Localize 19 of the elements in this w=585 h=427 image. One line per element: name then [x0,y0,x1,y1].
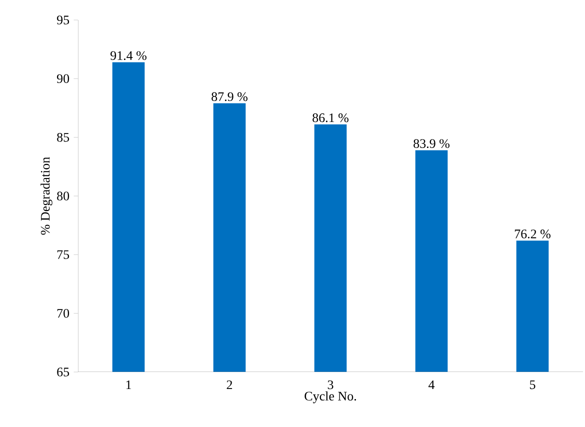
y-tick-label: 80 [57,192,70,200]
data-label: 83.9 % [414,139,450,148]
data-label: 91.4 % [110,51,146,60]
x-axis-title: Cycle No. [304,391,356,404]
y-tick-label: 90 [56,74,70,84]
y-axis-title: % Degradation [40,157,52,235]
data-label: 86.1 % [312,113,348,122]
x-tick-label: 1 [126,380,131,390]
y-tick-label: 70 [57,308,70,318]
y-tick-label: 65 [57,368,70,376]
x-tick-label: 5 [530,380,536,390]
y-tick-label: 75 [57,250,70,259]
x-tick-label: 2 [226,380,232,390]
y-tick-label: 95 [56,16,70,24]
y-tick-label: 85 [57,132,70,142]
x-tick-label: 3 [328,380,334,390]
data-label: 87.9 % [212,92,248,102]
data-label: 76.2 % [514,230,550,238]
x-tick-label: 4 [428,380,435,390]
